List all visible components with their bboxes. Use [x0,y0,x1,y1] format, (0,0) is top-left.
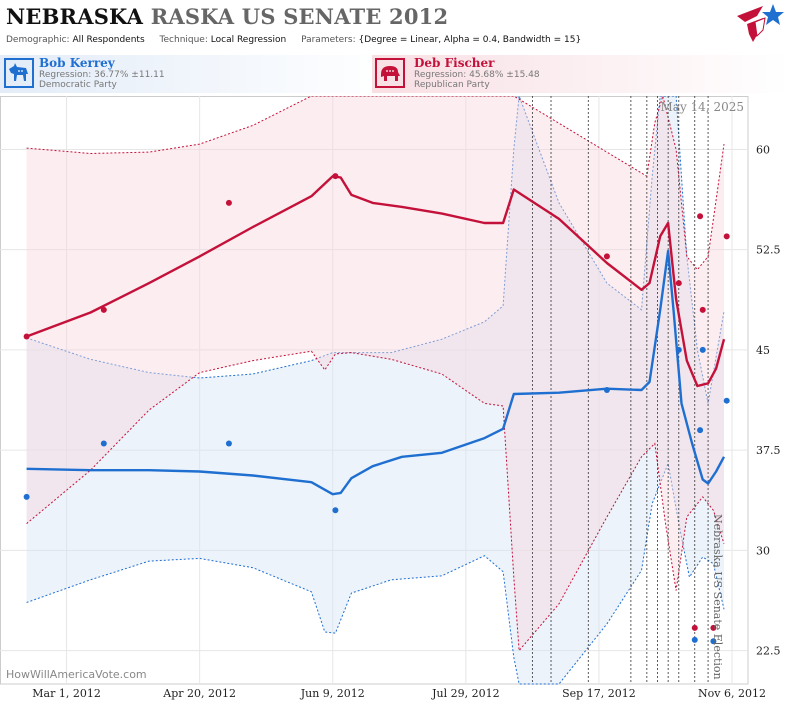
elephant-icon [375,58,405,88]
rep-poll-point [23,333,30,340]
rep-poll-point [225,199,232,206]
y-tick-label: 45 [756,344,770,357]
demographic-label: Demographic: [6,35,70,45]
x-tick-label: Jun 9, 2012 [300,687,365,700]
chart-date-label: May 14, 2025 [661,100,744,114]
x-tick-label: Nov 6, 2012 [698,687,766,700]
rep-poll-point [100,306,107,313]
poll-date-lines [531,96,709,684]
technique-value: Local Regression [210,35,287,45]
rep-poll-point [723,233,730,240]
dem-regression-line [26,249,726,496]
series-lines [26,175,726,496]
dem-poll-point [225,440,232,447]
dem-poll-point [23,493,30,500]
dem-poll-point [710,638,717,645]
dem-poll-point [603,387,610,393]
flag-star-logo [737,4,784,42]
page-title: NEBRASKA RASKA US SENATE 2012 [6,4,448,29]
vertical-election-label: Nebraska US Senate Election [711,514,724,680]
dem-poll-point [699,346,706,353]
dem-lower-bound [26,461,725,685]
donkey-icon [4,58,34,88]
title-race: RASKA US SENATE 2012 [150,4,449,29]
regression-chart: 22.5 30 37.5 45 52.5 60 Mar 1, 2012 Apr 20, 201… [0,96,781,700]
y-tick-label: 60 [756,143,770,156]
x-tick-label: Jul 29, 2012 [431,687,500,700]
rep-poll-point [699,306,706,313]
rep-poll-point [710,624,717,631]
rep-poll-point [332,173,339,180]
dem-poll-point [697,427,704,434]
parameters-line: Demographic: All Respondents Technique: … [6,35,593,45]
rep-upper-bound [26,96,725,271]
dem-poll-point [675,346,682,353]
chart-axes: 22.5 30 37.5 45 52.5 60 Mar 1, 2012 Apr 20, 201… [32,143,780,700]
republican-legend: Deb Fischer Regression: 45.68% ±15.48 Re… [372,55,789,93]
y-tick-label: 22.5 [756,645,781,658]
y-tick-label: 30 [756,544,770,557]
dem-candidate-name: Bob Kerrey [39,56,115,70]
technique-label: Technique: [159,35,208,45]
dem-confidence-band [26,96,725,684]
rep-party: Republican Party [414,80,490,90]
dem-poll-point [100,440,107,447]
x-tick-label: Sep 17, 2012 [562,687,636,700]
rep-candidate-name: Deb Fischer [414,56,495,70]
dem-poll-point [691,636,698,643]
watermark: HowWillAmericaVote.com [6,668,147,681]
dem-poll-point [723,397,730,404]
rep-poll-point [697,213,704,220]
rep-poll-point [691,624,698,631]
dem-party: Democratic Party [39,80,117,90]
parameters-label: Parameters: [301,35,356,45]
parameters-value: {Degree = Linear, Alpha = 0.4, Bandwidth… [358,35,582,45]
rep-regression-line [26,175,726,388]
dem-regression: Regression: 36.77% ±11.11 [39,70,165,80]
rep-regression: Regression: 45.68% ±15.48 [414,70,540,80]
title-state: NEBRASKA [6,4,144,29]
demographic-value: All Respondents [72,35,145,45]
rep-lower-bound [26,350,725,652]
y-tick-label: 37.5 [756,444,781,457]
democrat-legend: Bob Kerrey Regression: 36.77% ±11.11 Dem… [0,55,393,93]
dem-poll-point [332,507,339,514]
plot-frame [0,96,749,685]
rep-poll-point [603,253,610,260]
rep-poll-point [675,280,682,287]
chart-grid [0,96,749,685]
rep-confidence-band [26,96,725,651]
x-tick-label: Apr 20, 2012 [162,687,236,700]
confidence-bands [26,96,725,685]
y-tick-label: 52.5 [756,244,781,257]
poll-points [23,173,730,645]
x-tick-label: Mar 1, 2012 [32,687,101,700]
